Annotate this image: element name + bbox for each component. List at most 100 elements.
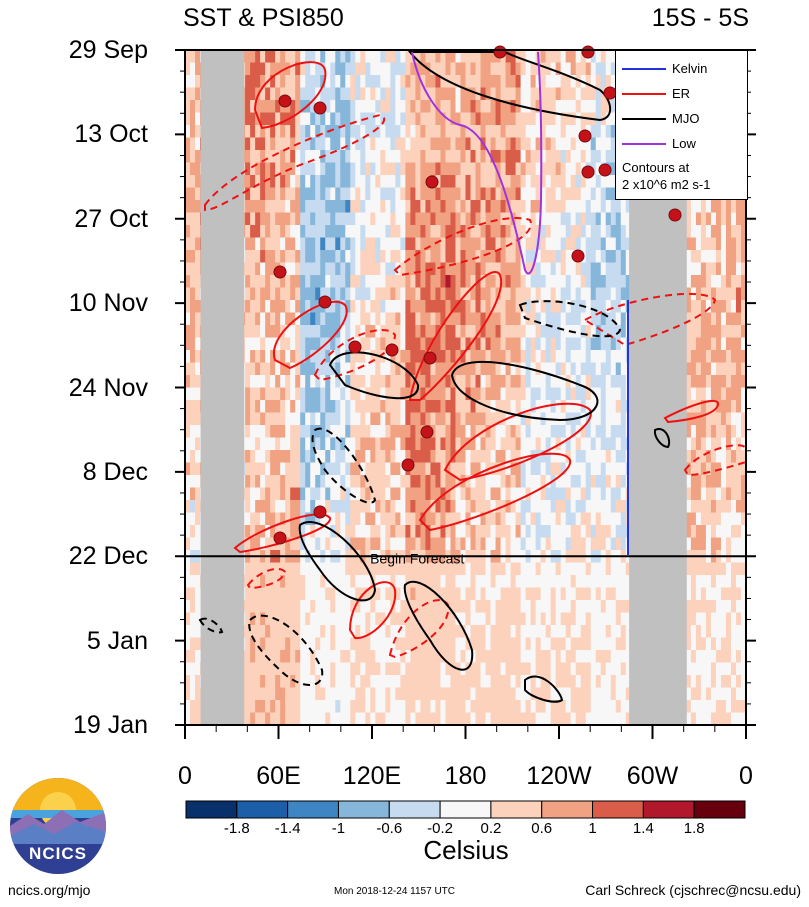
sst-cell — [280, 575, 286, 589]
sst-cell — [375, 587, 381, 601]
sst-cell — [515, 675, 522, 689]
sst-cell — [465, 100, 472, 114]
sst-cell — [375, 225, 381, 239]
sst-cell — [340, 450, 346, 464]
sst-cell — [500, 225, 507, 239]
sst-cell — [370, 687, 376, 701]
sst-cell — [245, 225, 251, 239]
sst-cell — [285, 325, 291, 339]
sst-cell — [515, 150, 522, 164]
sst-cell — [350, 212, 356, 226]
sst-cell — [405, 237, 411, 251]
sst-cell — [450, 462, 457, 476]
sst-cell — [360, 50, 366, 64]
sst-cell — [605, 100, 612, 114]
sst-cell — [515, 400, 522, 414]
sst-cell — [500, 650, 507, 664]
sst-cell — [510, 375, 517, 389]
sst-cell — [280, 675, 286, 689]
sst-cell — [550, 237, 557, 251]
sst-cell — [470, 350, 477, 364]
sst-cell — [190, 662, 196, 676]
sst-cell — [525, 537, 532, 551]
sst-cell — [365, 400, 371, 414]
sst-cell — [185, 637, 191, 651]
sst-cell — [530, 425, 537, 439]
sst-cell — [395, 300, 401, 314]
sst-cell — [320, 562, 326, 576]
sst-cell — [430, 225, 437, 239]
sst-cell — [600, 250, 607, 264]
sst-cell — [565, 112, 572, 126]
sst-cell — [400, 600, 406, 614]
sst-cell — [585, 62, 592, 76]
sst-cell — [260, 637, 266, 651]
sst-cell — [455, 387, 462, 401]
sst-cell — [190, 200, 196, 214]
sst-cell — [365, 600, 371, 614]
sst-cell — [590, 525, 597, 539]
sst-cell — [515, 712, 522, 726]
sst-cell — [375, 537, 381, 551]
sst-cell — [290, 450, 296, 464]
sst-cell — [615, 525, 622, 539]
sst-cell — [535, 712, 542, 726]
sst-cell — [465, 325, 472, 339]
sst-cell — [280, 400, 286, 414]
sst-cell — [470, 662, 477, 676]
sst-cell — [560, 187, 567, 201]
sst-cell — [425, 562, 432, 576]
sst-cell — [465, 400, 472, 414]
sst-cell — [245, 175, 251, 189]
sst-cell — [620, 612, 627, 626]
sst-cell — [315, 600, 321, 614]
sst-cell — [485, 512, 492, 526]
sst-cell — [440, 212, 447, 226]
sst-cell — [505, 312, 512, 326]
sst-cell — [290, 375, 296, 389]
sst-cell — [440, 675, 447, 689]
sst-cell — [295, 262, 301, 276]
sst-cell — [415, 525, 422, 539]
sst-cell — [530, 212, 537, 226]
sst-cell — [325, 387, 331, 401]
sst-cell — [430, 50, 437, 64]
sst-cell — [505, 62, 512, 76]
sst-cell — [420, 537, 427, 551]
sst-cell — [355, 500, 361, 514]
sst-cell — [325, 712, 331, 726]
sst-cell — [320, 162, 326, 176]
sst-cell — [255, 125, 261, 139]
sst-cell — [505, 625, 512, 639]
sst-cell — [250, 425, 256, 439]
sst-cell — [590, 412, 597, 426]
sst-cell — [610, 350, 617, 364]
sst-cell — [345, 637, 351, 651]
sst-cell — [430, 612, 437, 626]
sst-cell — [530, 562, 537, 576]
sst-cell — [325, 287, 331, 301]
sst-cell — [430, 700, 437, 714]
sst-cell — [390, 412, 396, 426]
sst-cell — [425, 525, 432, 539]
sst-cell — [355, 75, 361, 89]
sst-cell — [195, 500, 201, 514]
sst-cell — [280, 300, 286, 314]
sst-cell — [510, 600, 517, 614]
sst-cell — [400, 675, 406, 689]
sst-cell — [590, 437, 597, 451]
sst-cell — [285, 287, 291, 301]
sst-cell — [385, 612, 391, 626]
sst-cell — [495, 250, 502, 264]
sst-cell — [460, 525, 467, 539]
sst-cell — [390, 50, 396, 64]
sst-cell — [500, 362, 507, 376]
sst-cell — [310, 575, 316, 589]
sst-cell — [295, 587, 301, 601]
sst-cell — [290, 650, 296, 664]
sst-cell — [555, 662, 562, 676]
sst-cell — [590, 325, 597, 339]
sst-cell — [410, 525, 417, 539]
sst-cell — [415, 462, 422, 476]
sst-cell — [580, 187, 587, 201]
